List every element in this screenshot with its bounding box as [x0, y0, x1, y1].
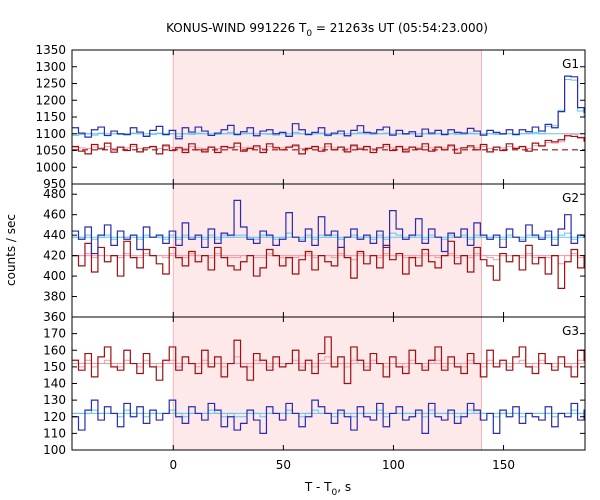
y-tick-label: 170: [43, 327, 66, 341]
panel-label: G1: [562, 57, 579, 71]
panel-g1: 950 1000 1050 1100 1150 1200 1250 1300 1350 G1: [35, 43, 586, 191]
chart-title: KONUS-WIND 991226 T0 = 21263s UT (05:54:…: [166, 21, 488, 39]
red-series: [72, 336, 585, 385]
y-tick-label: 480: [43, 187, 66, 201]
plot-area: 95010001050110011501200125013001350G1360…: [35, 43, 586, 472]
x-axis-label: T - T0, s: [304, 480, 351, 498]
red-series: [72, 135, 585, 155]
panel-g2: 360 380 400 420 440 460 480 G2: [43, 183, 586, 324]
panel-series: [72, 199, 585, 289]
y-tick-label: 400: [43, 269, 66, 283]
x-tick-label: 0: [169, 458, 177, 472]
panel-frame: [71, 316, 586, 451]
blue-series: [72, 75, 585, 140]
x-tick-label: 50: [276, 458, 291, 472]
y-tick-label: 120: [43, 410, 66, 424]
x-axis-label-subscript: 0: [332, 488, 338, 498]
pink-series: [72, 133, 585, 149]
y-tick-label: 360: [43, 310, 66, 324]
y-tick-label: 1200: [35, 93, 66, 107]
y-tick-label: 440: [43, 228, 66, 242]
panel-series: [72, 75, 585, 155]
y-tick-label: 110: [43, 426, 66, 440]
x-tick-label: 150: [492, 458, 515, 472]
blue-series: [72, 399, 585, 434]
panel-series: [72, 336, 585, 434]
x-axis-label-main: T - T: [304, 480, 332, 494]
chart-title-rest: = 21263s UT (05:54:23.000): [312, 21, 488, 35]
y-tick-label: 950: [43, 177, 66, 191]
y-tick-label: 1050: [35, 144, 66, 158]
chart-title-subscript: 0: [306, 29, 312, 39]
chart-title-main: KONUS-WIND 991226 T: [166, 21, 307, 35]
y-tick-label: 160: [43, 343, 66, 357]
y-tick-label: 380: [43, 290, 66, 304]
light-blue-series: [72, 78, 585, 137]
panel-label: G3: [562, 324, 579, 338]
y-tick-label: 1300: [35, 60, 66, 74]
y-tick-label: 1000: [35, 160, 66, 174]
y-tick-label: 420: [43, 249, 66, 263]
y-tick-label: 1350: [35, 43, 66, 57]
y-tick-label: 140: [43, 377, 66, 391]
x-axis-label-rest: , s: [337, 480, 351, 494]
y-tick-label: 460: [43, 208, 66, 222]
blue-series: [72, 199, 585, 255]
red-series: [72, 240, 585, 289]
x-tick-label: 100: [382, 458, 405, 472]
panel-label: G2: [562, 191, 579, 205]
y-tick-label: 1150: [35, 110, 66, 124]
y-tick-label: 100: [43, 443, 66, 457]
y-tick-label: 1100: [35, 127, 66, 141]
y-tick-label: 1250: [35, 77, 66, 91]
panel-g3: 100 110 120 130 140 150 160 170 G3: [43, 316, 586, 457]
y-tick-label: 130: [43, 393, 66, 407]
shaded-interval: [173, 50, 482, 450]
y-tick-label: 150: [43, 360, 66, 374]
y-axis-label: counts / sec: [4, 214, 18, 286]
